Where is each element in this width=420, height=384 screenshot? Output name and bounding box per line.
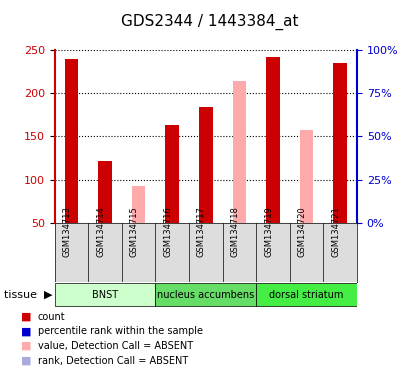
Bar [165,125,179,223]
Text: rank, Detection Call = ABSENT: rank, Detection Call = ABSENT [38,356,188,366]
Text: GSM134718: GSM134718 [231,206,239,257]
Text: ■: ■ [21,312,32,322]
Bar [233,81,246,223]
Text: percentile rank within the sample: percentile rank within the sample [38,326,203,336]
Text: GSM134716: GSM134716 [163,206,172,257]
Text: GSM134717: GSM134717 [197,206,206,257]
Bar [132,185,145,223]
Text: BNST: BNST [92,290,118,300]
Text: GSM134714: GSM134714 [96,206,105,257]
Text: GSM134715: GSM134715 [130,206,139,257]
Text: dorsal striatum: dorsal striatum [269,290,344,300]
Text: ■: ■ [21,326,32,336]
Bar [300,130,313,223]
Text: GSM134720: GSM134720 [298,206,307,257]
FancyBboxPatch shape [55,283,155,306]
Text: GSM134719: GSM134719 [264,206,273,257]
Bar [333,63,347,223]
Text: tissue  ▶: tissue ▶ [4,290,53,300]
Bar [65,59,78,223]
Text: GDS2344 / 1443384_at: GDS2344 / 1443384_at [121,13,299,30]
Text: ■: ■ [21,356,32,366]
Text: count: count [38,312,66,322]
Bar [199,107,213,223]
Bar [98,161,112,223]
Text: GSM134713: GSM134713 [63,206,71,257]
Text: GSM134721: GSM134721 [331,206,340,257]
Text: nucleus accumbens: nucleus accumbens [157,290,255,300]
Text: ■: ■ [21,341,32,351]
Bar [266,57,280,223]
FancyBboxPatch shape [155,283,256,306]
Text: value, Detection Call = ABSENT: value, Detection Call = ABSENT [38,341,193,351]
FancyBboxPatch shape [256,283,357,306]
